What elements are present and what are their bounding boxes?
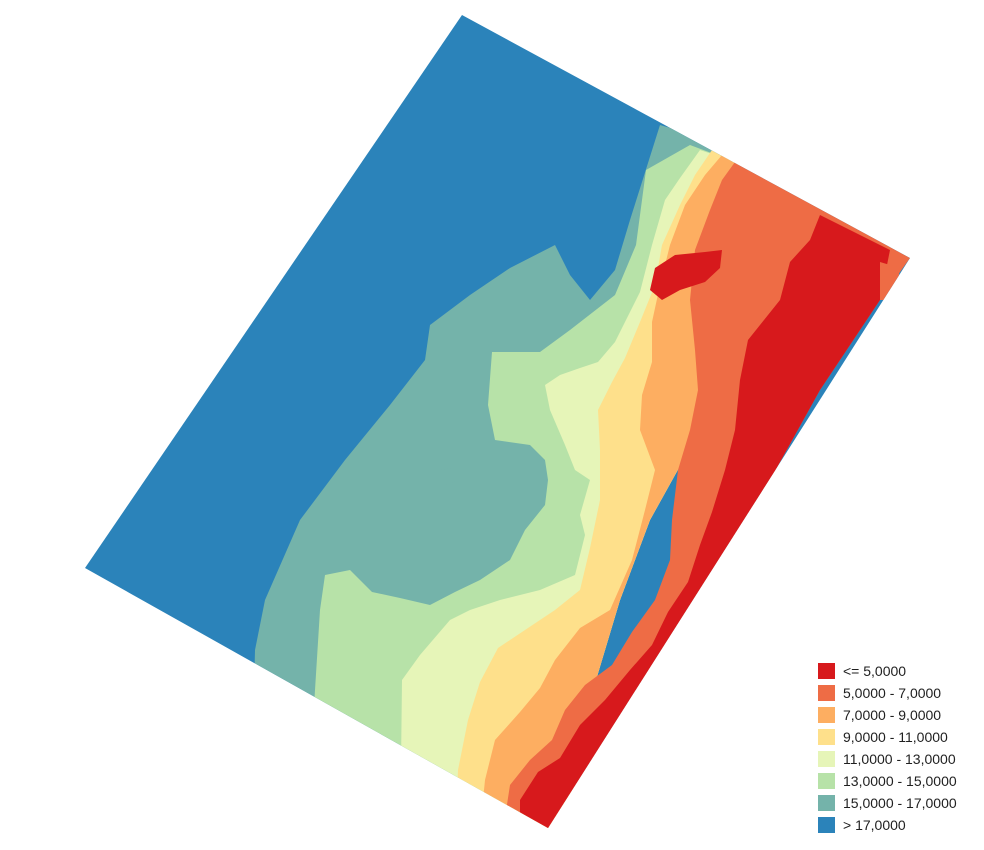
legend-swatch-class-6 bbox=[818, 773, 835, 789]
legend-item-class-5: 11,0000 - 13,0000 bbox=[818, 748, 957, 770]
raster-class-1-area bbox=[520, 215, 890, 828]
legend-swatch-class-5 bbox=[818, 751, 835, 767]
legend-item-class-3: 7,0000 - 9,0000 bbox=[818, 704, 957, 726]
legend-swatch-class-1 bbox=[818, 663, 835, 679]
legend-label-class-6: 13,0000 - 15,0000 bbox=[843, 773, 957, 789]
legend-label-class-5: 11,0000 - 13,0000 bbox=[843, 751, 956, 767]
legend-label-class-3: 7,0000 - 9,0000 bbox=[843, 707, 942, 723]
legend-swatch-class-3 bbox=[818, 707, 835, 723]
raster-class-3-area bbox=[478, 155, 760, 828]
legend-swatch-class-4 bbox=[818, 729, 835, 745]
legend-swatch-class-7 bbox=[818, 795, 835, 811]
raster-class-2-patch bbox=[880, 262, 900, 300]
legend-label-class-1: <= 5,0000 bbox=[843, 663, 907, 679]
legend-item-class-7: 15,0000 - 17,0000 bbox=[818, 792, 957, 814]
legend-swatch-class-8 bbox=[818, 817, 835, 833]
raster-class-1-patch bbox=[650, 250, 722, 300]
legend-item-class-1: <= 5,0000 bbox=[818, 660, 957, 682]
legend-label-class-4: 9,0000 - 11,0000 bbox=[843, 729, 948, 745]
raster-class-7-patch bbox=[440, 468, 458, 485]
legend-item-class-8: > 17,0000 bbox=[818, 814, 957, 836]
legend-label-class-7: 15,0000 - 17,0000 bbox=[843, 795, 957, 811]
legend-swatch-class-2 bbox=[818, 685, 835, 701]
legend-item-class-4: 9,0000 - 11,0000 bbox=[818, 726, 957, 748]
legend-item-class-6: 13,0000 - 15,0000 bbox=[818, 770, 957, 792]
legend-item-class-2: 5,0000 - 7,0000 bbox=[818, 682, 957, 704]
legend-label-class-2: 5,0000 - 7,0000 bbox=[843, 685, 942, 701]
map-legend: <= 5,0000 5,0000 - 7,0000 7,0000 - 9,000… bbox=[818, 660, 957, 836]
legend-label-class-8: > 17,0000 bbox=[843, 817, 906, 833]
